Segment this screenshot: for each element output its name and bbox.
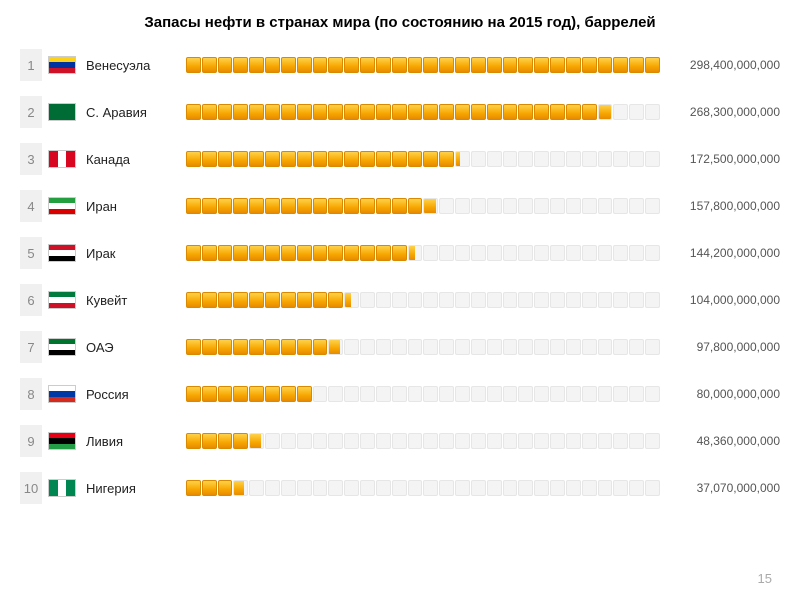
flag-icon [48,338,76,356]
table-row: 9 Ливия 48,360,000,000 [20,425,780,457]
table-row: 5 Ирак 144,200,000,000 [20,237,780,269]
table-row: 4 Иран 157,800,000,000 [20,190,780,222]
country-label: Иран [86,199,186,214]
bar [186,432,660,450]
flag-icon [48,432,76,450]
bar [186,385,660,403]
rank-badge: 5 [20,237,42,269]
country-label: Нигерия [86,481,186,496]
country-label: Ливия [86,434,186,449]
rank-badge: 8 [20,378,42,410]
rank-badge: 9 [20,425,42,457]
bar [186,479,660,497]
table-row: 7 ОАЭ 97,800,000,000 [20,331,780,363]
country-label: Кувейт [86,293,186,308]
value-label: 104,000,000,000 [670,293,780,307]
table-row: 2 С. Аравия 268,300,000,000 [20,96,780,128]
flag-icon [48,197,76,215]
country-label: С. Аравия [86,105,186,120]
table-row: 8 Россия 80,000,000,000 [20,378,780,410]
chart-rows: 1 Венесуэла 298,400,000,000 2 С. Аравия 268,3… [20,49,780,504]
value-label: 37,070,000,000 [670,481,780,495]
value-label: 298,400,000,000 [670,58,780,72]
bar [186,150,660,168]
rank-badge: 2 [20,96,42,128]
country-label: Ирак [86,246,186,261]
value-label: 172,500,000,000 [670,152,780,166]
bar [186,338,660,356]
country-label: ОАЭ [86,340,186,355]
rank-badge: 4 [20,190,42,222]
flag-icon [48,291,76,309]
bar [186,291,660,309]
rank-badge: 1 [20,49,42,81]
country-label: Россия [86,387,186,402]
bar [186,244,660,262]
value-label: 144,200,000,000 [670,246,780,260]
value-label: 97,800,000,000 [670,340,780,354]
rank-badge: 3 [20,143,42,175]
flag-icon [48,103,76,121]
rank-badge: 7 [20,331,42,363]
rank-badge: 10 [20,472,42,504]
rank-badge: 6 [20,284,42,316]
country-label: Венесуэла [86,58,186,73]
bar [186,56,660,74]
value-label: 48,360,000,000 [670,434,780,448]
flag-icon [48,56,76,74]
table-row: 10 Нигерия 37,070,000,000 [20,472,780,504]
flag-icon [48,479,76,497]
chart-title: Запасы нефти в странах мира (по состояни… [20,14,780,31]
flag-icon [48,244,76,262]
bar [186,103,660,121]
table-row: 3 Канада 172,500,000,000 [20,143,780,175]
value-label: 268,300,000,000 [670,105,780,119]
page-number: 15 [758,571,772,586]
value-label: 157,800,000,000 [670,199,780,213]
value-label: 80,000,000,000 [670,387,780,401]
country-label: Канада [86,152,186,167]
table-row: 1 Венесуэла 298,400,000,000 [20,49,780,81]
flag-icon [48,385,76,403]
chart-container: Запасы нефти в странах мира (по состояни… [0,0,800,504]
table-row: 6 Кувейт 104,000,000,000 [20,284,780,316]
flag-icon [48,150,76,168]
bar [186,197,660,215]
